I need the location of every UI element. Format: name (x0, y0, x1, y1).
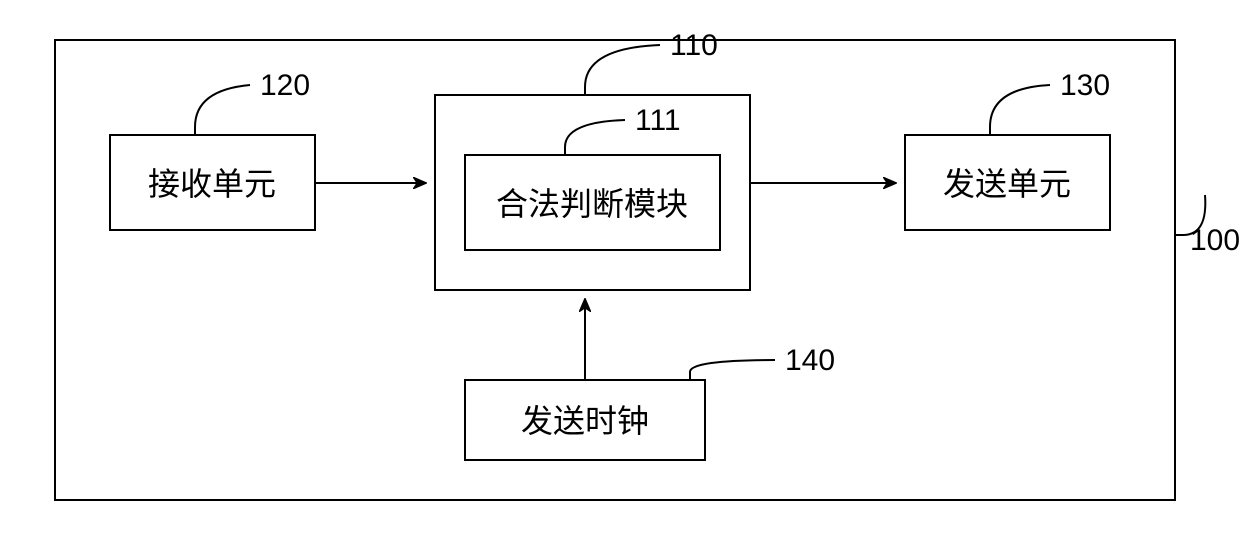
label-140: 140 (785, 344, 835, 377)
label-130: 130 (1060, 69, 1110, 102)
leader-120 (195, 85, 250, 135)
label-110: 110 (670, 29, 718, 62)
leader-130 (990, 85, 1050, 135)
leader-110 (585, 45, 660, 95)
node-140-text: 发送时钟 (521, 403, 649, 439)
label-111: 111 (635, 104, 681, 137)
node-111-text: 合法判断模块 (496, 186, 688, 222)
node-120-text: 接收单元 (148, 166, 276, 202)
node-130-text: 发送单元 (943, 166, 1071, 202)
label-120: 120 (260, 69, 310, 102)
label-100: 100 (1190, 224, 1240, 257)
leader-140 (690, 360, 775, 380)
